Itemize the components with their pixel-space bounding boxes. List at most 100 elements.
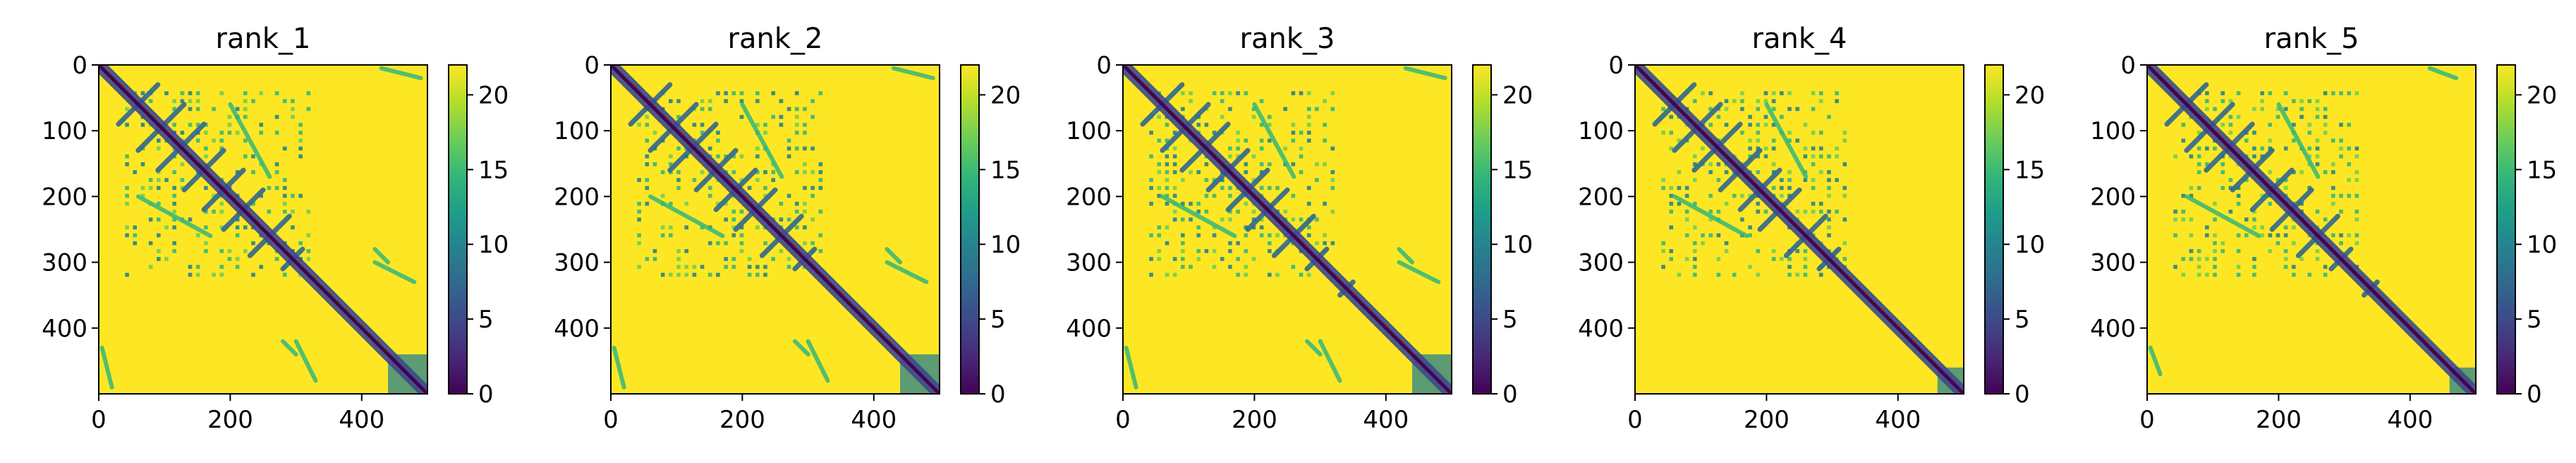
contact-cell	[1756, 99, 1761, 104]
contact-cell	[235, 265, 240, 269]
contact-cell	[1701, 146, 1705, 151]
contact-cell	[2339, 138, 2343, 143]
contact-cell	[2181, 138, 2186, 143]
contact-cell	[2252, 210, 2256, 214]
contact-cell	[645, 201, 650, 206]
contact-cell	[700, 107, 705, 112]
contact-cell	[1244, 225, 1248, 229]
contact-cell	[1157, 225, 1162, 229]
y-tick-label: 400	[2090, 315, 2136, 343]
contact-cell	[779, 123, 784, 127]
contact-cell	[1716, 210, 1721, 214]
contact-cell	[2307, 123, 2311, 127]
contact-cell	[1212, 178, 1217, 182]
contact-cell	[1268, 114, 1272, 119]
contact-cell	[1306, 91, 1311, 95]
contact-cell	[1165, 138, 1169, 143]
contact-cell	[227, 114, 232, 119]
contact-cell	[188, 91, 193, 95]
contact-cell	[669, 225, 673, 229]
contact-cell	[755, 272, 760, 277]
contact-cell	[755, 123, 760, 127]
contact-cell	[219, 225, 224, 229]
contact-cell	[779, 99, 784, 104]
contact-cell	[771, 257, 775, 261]
contact-cell	[2299, 99, 2304, 104]
contact-cell	[1669, 210, 1674, 214]
contact-cell	[2197, 248, 2201, 253]
contact-cell	[188, 265, 193, 269]
contact-cell	[1748, 123, 1752, 127]
contact-cell	[2213, 217, 2217, 222]
contact-cell	[1803, 146, 1808, 151]
contact-cell	[2283, 233, 2288, 238]
contact-cell	[2252, 154, 2256, 159]
contact-cell	[779, 114, 784, 119]
colorbar-tick-label: 20	[990, 81, 1021, 109]
contact-cell	[731, 210, 736, 214]
contact-cell	[180, 186, 185, 191]
contact-cell	[2268, 170, 2273, 174]
contact-cell	[298, 193, 303, 198]
contact-cell	[731, 265, 736, 269]
contact-cell	[282, 146, 287, 151]
contact-cell	[2236, 265, 2241, 269]
contact-cell	[133, 170, 138, 174]
contact-cell	[1842, 138, 1847, 143]
contact-cell	[1661, 131, 1665, 135]
contact-cell	[1716, 162, 1721, 167]
contact-cell	[235, 131, 240, 135]
contact-cell	[2307, 131, 2311, 135]
distant-contact	[1672, 194, 1749, 239]
contact-cell	[1244, 248, 1248, 253]
contact-cell	[810, 114, 815, 119]
contact-cell	[818, 233, 823, 238]
contact-cell	[204, 241, 208, 246]
contact-cell	[204, 154, 208, 159]
contact-cell	[1740, 99, 1744, 104]
contact-cell	[1149, 201, 1153, 206]
contact-cell	[771, 178, 775, 182]
contact-cell	[2299, 257, 2304, 261]
contact-cell	[2228, 123, 2233, 127]
contact-cell	[1268, 186, 1272, 191]
contact-cell	[2181, 193, 2186, 198]
contact-cell	[2355, 91, 2359, 95]
contact-cell	[267, 210, 272, 214]
contact-cell	[707, 107, 712, 112]
contact-cell	[2197, 146, 2201, 151]
distant-contact	[806, 339, 830, 383]
y-tick-label: 200	[1066, 183, 1112, 211]
contact-cell	[1827, 210, 1831, 214]
contact-cell	[1157, 248, 1162, 253]
contact-cell	[1811, 154, 1816, 159]
contact-cell	[291, 210, 295, 214]
contact-cell	[2252, 146, 2256, 151]
contact-cell	[739, 91, 744, 95]
contact-cell	[1763, 114, 1768, 119]
contact-cell	[212, 210, 216, 214]
contact-cell	[2220, 162, 2225, 167]
contact-cell	[188, 123, 193, 127]
contact-cell	[1771, 138, 1776, 143]
contact-cell	[1172, 257, 1177, 261]
contact-cell	[243, 91, 248, 95]
contact-cell	[2347, 123, 2351, 127]
contact-cell	[2228, 131, 2233, 135]
contact-cell	[2292, 272, 2296, 277]
contact-cell	[810, 170, 815, 174]
contact-cell	[1771, 257, 1776, 261]
contact-cell	[251, 170, 255, 174]
contact-cell	[2339, 91, 2343, 95]
contact-cell	[1189, 99, 1193, 104]
contact-cell	[700, 131, 705, 135]
colorbar-tick-label: 10	[478, 231, 509, 259]
contact-cell	[148, 265, 153, 269]
contact-cell	[2173, 233, 2177, 238]
contact-cell	[2189, 186, 2194, 191]
contact-cell	[1157, 233, 1162, 238]
contact-cell	[669, 272, 673, 277]
contact-cell	[1244, 233, 1248, 238]
contact-cell	[172, 248, 176, 253]
contact-cell	[1780, 257, 1784, 261]
